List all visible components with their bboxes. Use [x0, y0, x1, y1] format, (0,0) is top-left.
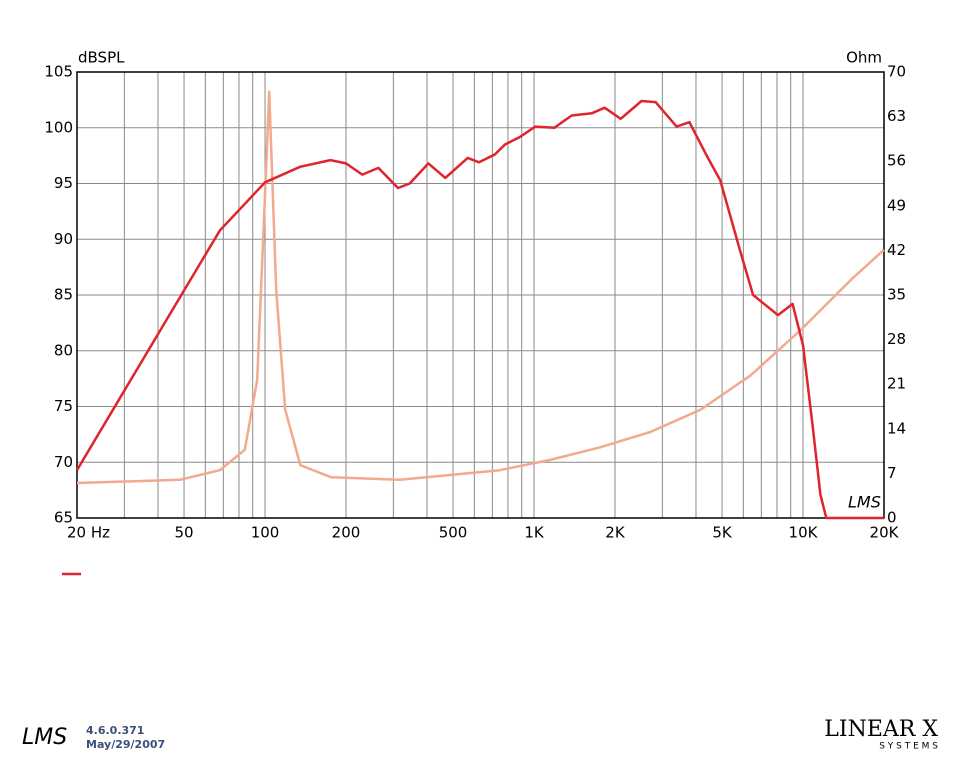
y-axis-label: dBSPL [78, 49, 125, 67]
x-tick-label: 2K [605, 524, 626, 542]
y-tick-label: 80 [54, 341, 73, 359]
brand-sub: S Y S T E M S [879, 742, 938, 752]
y2-tick-label: 7 [887, 464, 897, 482]
y2-tick-label: 42 [887, 241, 906, 259]
y2-tick-label: 63 [887, 107, 906, 125]
y-tick-label: 70 [54, 453, 73, 471]
x-tick-label: 1K [524, 524, 545, 542]
y2-tick-label: 49 [887, 196, 906, 214]
x-tick-label: 100 [251, 524, 280, 542]
y-tick-label: 85 [54, 286, 73, 304]
x-tick-label: 5K [712, 524, 733, 542]
plot-border [76, 71, 885, 519]
version: 4.6.0.371 [86, 724, 144, 737]
y2-tick-label: 14 [887, 419, 906, 437]
x-tick-label: 10K [789, 524, 819, 542]
date: May/29/2007 [86, 738, 165, 751]
y-tick-label: 100 [44, 118, 73, 136]
y2-tick-label: 35 [887, 286, 906, 304]
series-line [75, 99, 884, 520]
x-tick-label: 200 [332, 524, 361, 542]
y-tick-label: 90 [54, 230, 73, 248]
y-tick-label: 95 [54, 174, 73, 192]
y2-tick-label: 70 [887, 63, 906, 81]
y-tick-label: 75 [54, 397, 73, 415]
y2-tick-label: 21 [887, 375, 906, 393]
brand: LINEAR X [824, 717, 938, 742]
x-tick-label: 20K [870, 524, 900, 542]
y2-tick-label: 0 [887, 509, 897, 527]
y2-tick-label: 56 [887, 152, 906, 170]
y2-axis-label: Ohm [846, 49, 882, 67]
y2-tick-label: 28 [887, 330, 906, 348]
series-line [76, 90, 885, 485]
y-tick-label: 65 [54, 509, 73, 527]
y-tick-label: 105 [44, 63, 73, 81]
x-tick-label: 20 Hz [67, 524, 110, 542]
footer-logo: LMS [22, 725, 67, 750]
x-tick-label: 50 [174, 524, 193, 542]
x-tick-label: 500 [439, 524, 468, 542]
watermark: LMS [848, 493, 881, 512]
